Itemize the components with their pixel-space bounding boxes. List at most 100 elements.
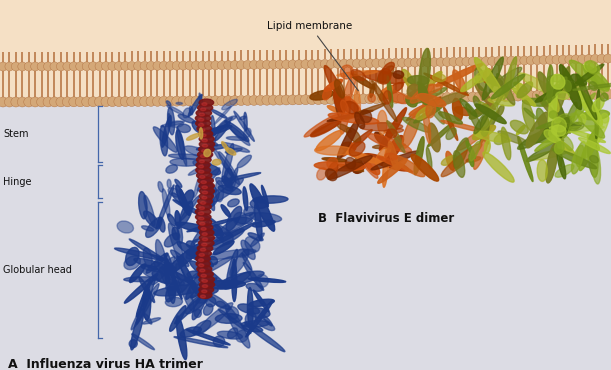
Ellipse shape	[170, 306, 186, 331]
Ellipse shape	[340, 65, 353, 79]
Ellipse shape	[446, 151, 455, 170]
Ellipse shape	[546, 144, 558, 183]
Ellipse shape	[221, 232, 233, 244]
Ellipse shape	[564, 80, 571, 91]
Ellipse shape	[541, 128, 561, 139]
Circle shape	[384, 94, 394, 104]
Circle shape	[417, 58, 426, 67]
Ellipse shape	[176, 185, 190, 215]
Ellipse shape	[582, 110, 609, 120]
Ellipse shape	[197, 266, 212, 272]
Ellipse shape	[475, 102, 494, 114]
Circle shape	[455, 57, 464, 66]
Ellipse shape	[554, 126, 604, 132]
Ellipse shape	[522, 98, 551, 106]
Ellipse shape	[164, 233, 180, 247]
Ellipse shape	[334, 85, 342, 117]
Ellipse shape	[227, 307, 239, 319]
Ellipse shape	[244, 322, 285, 351]
Circle shape	[30, 97, 40, 107]
Circle shape	[313, 94, 323, 105]
Circle shape	[295, 60, 304, 69]
Ellipse shape	[386, 129, 397, 138]
Ellipse shape	[600, 93, 608, 101]
Ellipse shape	[411, 84, 434, 103]
Ellipse shape	[498, 131, 529, 145]
Ellipse shape	[346, 128, 360, 143]
Ellipse shape	[245, 236, 260, 252]
Circle shape	[153, 61, 162, 70]
Ellipse shape	[200, 108, 206, 111]
Circle shape	[191, 96, 201, 106]
Ellipse shape	[203, 304, 213, 315]
Ellipse shape	[355, 112, 365, 129]
Ellipse shape	[176, 263, 194, 312]
Ellipse shape	[334, 92, 345, 114]
Ellipse shape	[153, 127, 177, 152]
Ellipse shape	[341, 130, 372, 157]
Ellipse shape	[199, 281, 214, 288]
Circle shape	[134, 61, 142, 70]
Circle shape	[275, 60, 284, 69]
Circle shape	[114, 97, 124, 107]
Ellipse shape	[378, 110, 387, 135]
Circle shape	[294, 95, 304, 105]
Ellipse shape	[215, 225, 232, 236]
Ellipse shape	[501, 127, 511, 160]
Ellipse shape	[192, 286, 209, 320]
Ellipse shape	[188, 94, 202, 117]
Ellipse shape	[526, 112, 548, 148]
Ellipse shape	[494, 87, 506, 108]
Ellipse shape	[324, 79, 343, 91]
Ellipse shape	[222, 271, 264, 285]
Circle shape	[147, 61, 156, 70]
Ellipse shape	[350, 74, 375, 89]
Ellipse shape	[526, 139, 563, 162]
Ellipse shape	[139, 192, 147, 219]
Ellipse shape	[385, 153, 398, 160]
Ellipse shape	[337, 124, 351, 132]
Ellipse shape	[166, 101, 171, 106]
Circle shape	[365, 94, 375, 104]
Ellipse shape	[536, 117, 574, 129]
Circle shape	[249, 60, 258, 69]
Ellipse shape	[441, 120, 487, 132]
Circle shape	[474, 92, 485, 102]
Ellipse shape	[497, 105, 504, 117]
Ellipse shape	[146, 253, 168, 273]
Circle shape	[288, 60, 297, 69]
Ellipse shape	[419, 84, 428, 105]
Ellipse shape	[588, 73, 609, 100]
Ellipse shape	[353, 162, 364, 174]
Ellipse shape	[134, 258, 177, 273]
Ellipse shape	[199, 118, 203, 121]
Ellipse shape	[546, 81, 551, 100]
Circle shape	[411, 58, 419, 67]
Ellipse shape	[591, 145, 601, 184]
Ellipse shape	[414, 137, 424, 175]
Ellipse shape	[481, 102, 498, 131]
Ellipse shape	[202, 279, 208, 282]
Ellipse shape	[475, 104, 506, 124]
Ellipse shape	[411, 154, 439, 181]
Ellipse shape	[194, 286, 218, 295]
Ellipse shape	[197, 104, 213, 111]
Ellipse shape	[200, 222, 205, 225]
Ellipse shape	[186, 134, 200, 140]
Ellipse shape	[200, 249, 208, 259]
Ellipse shape	[349, 142, 365, 156]
Ellipse shape	[144, 211, 160, 228]
Ellipse shape	[197, 151, 213, 158]
Circle shape	[565, 90, 574, 100]
Ellipse shape	[388, 141, 398, 169]
Ellipse shape	[360, 123, 403, 131]
Circle shape	[332, 94, 343, 104]
Ellipse shape	[491, 74, 525, 99]
Ellipse shape	[251, 233, 265, 247]
Ellipse shape	[191, 278, 217, 298]
Ellipse shape	[183, 190, 194, 206]
Circle shape	[75, 97, 85, 107]
Ellipse shape	[547, 65, 553, 102]
Ellipse shape	[168, 114, 172, 125]
Ellipse shape	[178, 114, 195, 123]
